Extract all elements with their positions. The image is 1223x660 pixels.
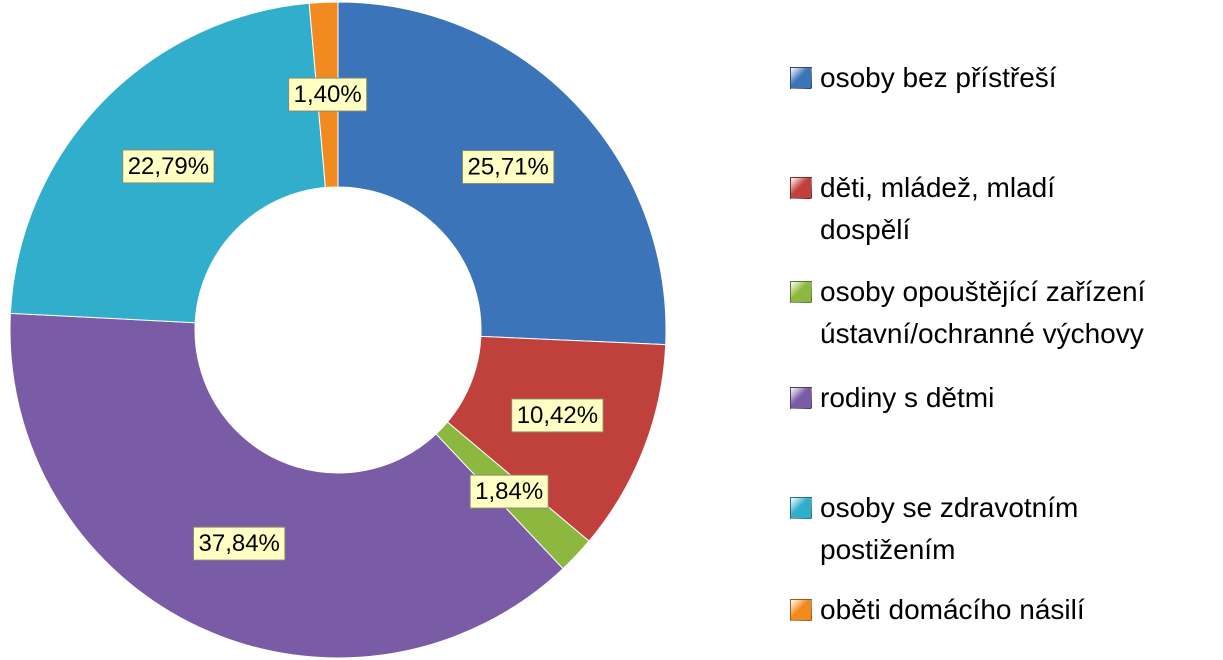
data-label: 10,42% [517,402,598,429]
donut-segment [446,335,667,542]
legend-entry: děti, mládež, mladí dospělí [790,167,1110,251]
legend-entry: osoby opouštějící zařízení ústavní/ochra… [790,271,1215,355]
data-label: 25,71% [467,154,548,181]
legend-label: rodiny s dětmi [820,382,995,413]
legend-swatch [790,387,812,409]
legend-entry: oběti domácího násilí [790,589,1085,631]
legend-entry: rodiny s dětmi [790,377,994,419]
data-label-box [469,474,549,509]
legend-swatch [790,177,812,199]
legend-label: osoby se zdravotním postižením [820,492,1079,565]
donut-segment [9,312,564,659]
donut-plot: 25,71% 10,42% 1,84% 37,84% 22,79% 1,40% [9,1,667,659]
legend-swatch [790,497,812,519]
legend-label: děti, mládež, mladí dospělí [820,172,1055,245]
legend-swatch [790,67,812,89]
legend-swatch [790,599,812,621]
data-label: 1,84% [475,478,543,505]
legend-entry: osoby se zdravotním postižením [790,487,1120,571]
legend-swatch [790,281,812,303]
legend-entry: osoby bez přístřeší [790,57,1057,99]
data-label-box [288,77,368,112]
data-label: 1,40% [294,81,362,108]
legend-label: osoby bez přístřeší [820,62,1057,93]
data-label-box [122,149,215,184]
legend-label: oběti domácího násilí [820,594,1085,625]
legend-label: osoby opouštějící zařízení ústavní/ochra… [820,276,1146,349]
data-label-box [511,398,604,433]
data-label: 22,79% [128,153,209,180]
data-label-box [193,526,286,561]
data-label: 37,84% [199,530,280,557]
data-label-box [461,150,555,185]
